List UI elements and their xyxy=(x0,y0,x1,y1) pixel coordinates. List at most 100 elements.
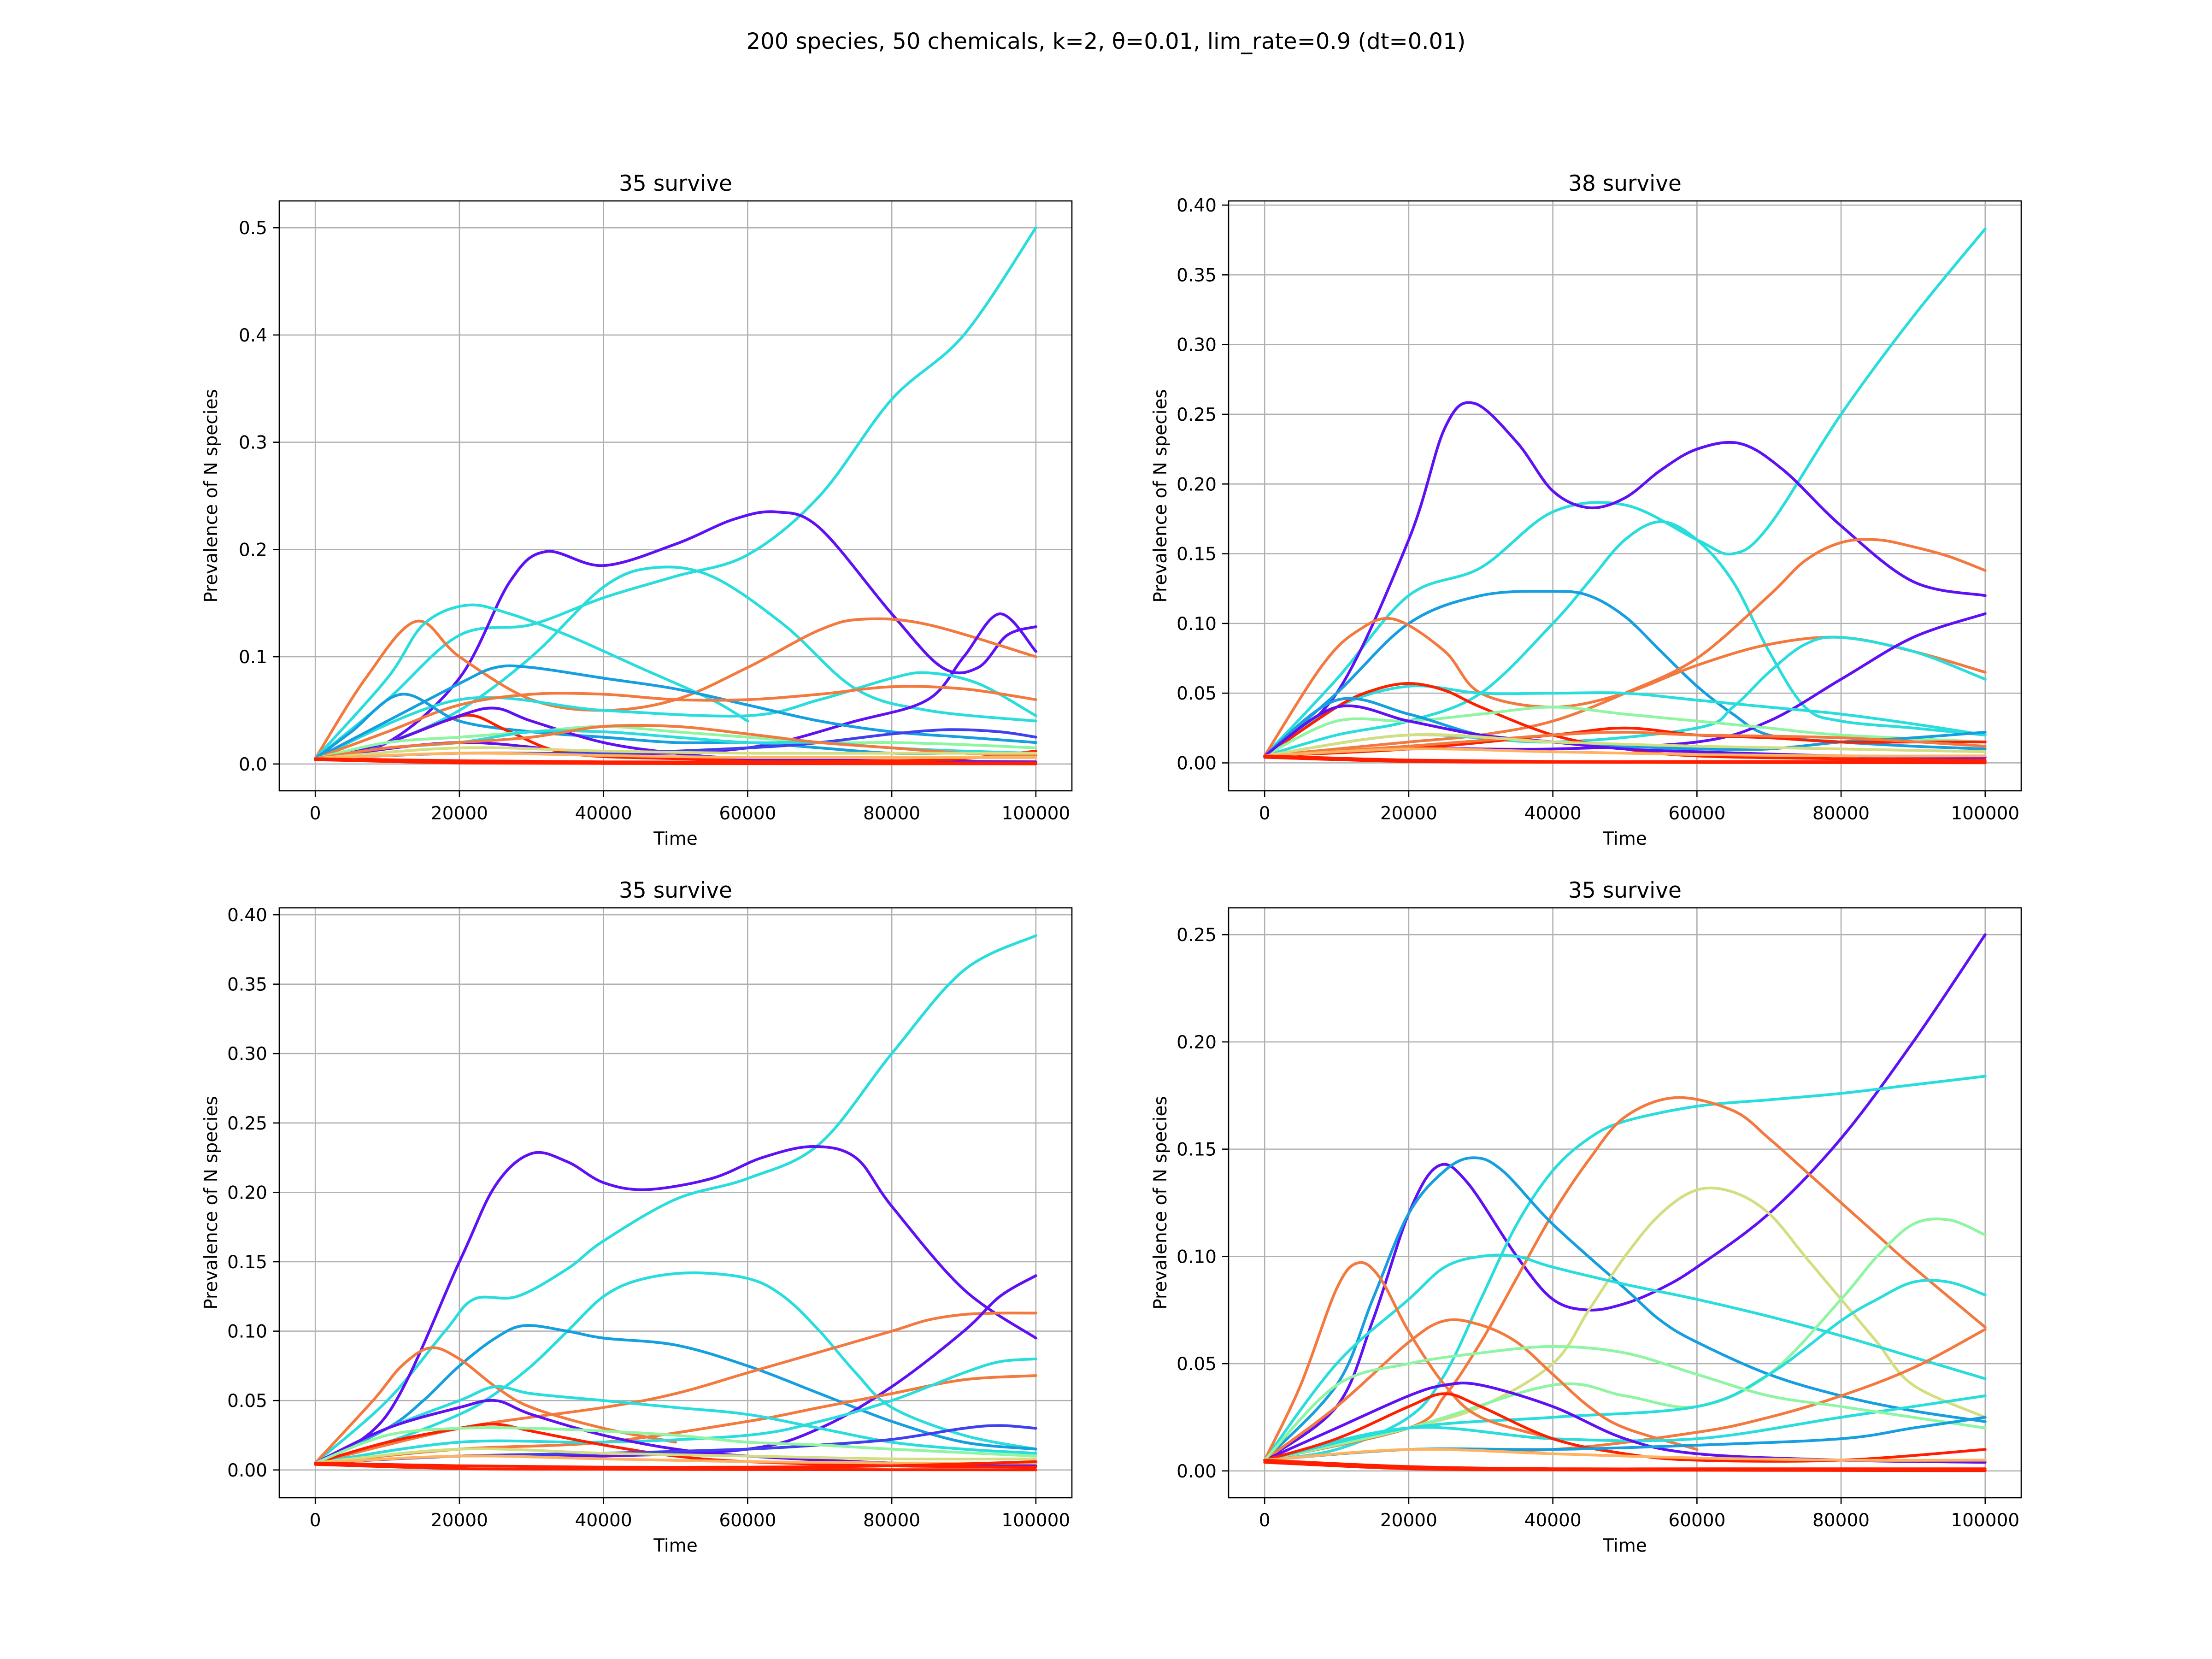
series-line-15 xyxy=(1263,730,1987,758)
series-line-7 xyxy=(314,1346,677,1465)
x-tick-label: 40000 xyxy=(575,803,632,824)
x-tick-label: 20000 xyxy=(431,1510,488,1531)
y-tick-label: 0.25 xyxy=(1177,925,1217,946)
x-tick-label: 0 xyxy=(1259,803,1271,824)
subplot-2: 0 20000 40000 60000 80000 100000 0.00 0.05 0.10 0… xyxy=(1150,171,2022,849)
series-line-9 xyxy=(1263,1261,1554,1462)
series-line-16 xyxy=(314,1454,1037,1465)
y-axis-label: Prevalence of N species xyxy=(1150,1096,1171,1310)
x-tick-label: 60000 xyxy=(1668,1510,1725,1531)
x-axis-label: Time xyxy=(653,829,697,849)
y-tick-label: 0.25 xyxy=(227,1113,267,1134)
series-line-16 xyxy=(1263,733,1987,758)
y-tick-label: 0.10 xyxy=(1177,1247,1217,1267)
series-line-12 xyxy=(1263,697,1987,758)
x-axis-label: Time xyxy=(653,1535,697,1556)
y-tick-label: 0.10 xyxy=(1177,614,1217,635)
y-tick-label: 0.0 xyxy=(239,754,267,775)
axes-frame xyxy=(278,200,1073,792)
y-tick-label: 0.25 xyxy=(1177,405,1217,425)
series-line-17 xyxy=(1263,747,1987,758)
subplot-title: 35 survive xyxy=(1568,878,1682,903)
series-line-2 xyxy=(1263,1075,1987,1462)
subplot-title: 35 survive xyxy=(619,878,732,903)
series-line-10 xyxy=(1263,1318,1699,1462)
series-line-9 xyxy=(1263,684,1987,758)
x-tick-label: 40000 xyxy=(575,1510,632,1531)
y-tick-label: 0.20 xyxy=(1177,1032,1217,1053)
series-line-17 xyxy=(314,1460,1037,1469)
series-line-14 xyxy=(314,1426,1037,1465)
series-line-11 xyxy=(1263,706,1987,758)
series-line-9 xyxy=(314,685,1037,760)
y-tick-label: 0.5 xyxy=(239,218,267,239)
y-tick-label: 0.30 xyxy=(227,1044,267,1065)
x-tick-label: 40000 xyxy=(1524,1510,1582,1531)
axes-frame xyxy=(1228,907,2022,1499)
series-line-4 xyxy=(1263,1156,1987,1462)
series-group xyxy=(1263,933,1987,1472)
y-tick-label: 0.15 xyxy=(227,1252,267,1273)
figure-suptitle: 200 species, 50 chemicals, k=2, θ=0.01, … xyxy=(747,29,1466,54)
series-line-9 xyxy=(314,1357,1037,1465)
series-line-1 xyxy=(1263,227,1987,758)
subplot-1: 0 20000 40000 60000 80000 100000 0.0 0.1 0.2 0.3 0… xyxy=(201,171,1073,849)
series-line-5 xyxy=(1263,1186,1987,1462)
series-line-19 xyxy=(314,752,1037,760)
y-tick-label: 0.20 xyxy=(227,1182,267,1203)
y-tick-label: 0.00 xyxy=(1177,753,1217,774)
x-tick-label: 0 xyxy=(310,803,321,824)
series-line-6 xyxy=(1263,1253,1987,1462)
series-line-4 xyxy=(314,1324,1037,1465)
subplot-grid: 0 20000 40000 60000 80000 1000000.00.10.20.30… xyxy=(201,171,2022,1556)
x-tick-label: 0 xyxy=(1259,1510,1271,1531)
x-tick-label: 60000 xyxy=(719,803,776,824)
y-tick-label: 0.15 xyxy=(1177,544,1217,565)
x-tick-label: 80000 xyxy=(863,1510,920,1531)
y-tick-label: 0.20 xyxy=(1177,474,1217,495)
x-tick-label: 0 xyxy=(310,1510,321,1531)
x-tick-label: 20000 xyxy=(1380,803,1437,824)
subplot-title: 38 survive xyxy=(1568,171,1682,196)
series-line-17 xyxy=(314,724,1037,760)
x-tick-label: 100000 xyxy=(1951,803,2019,824)
x-tick-label: 100000 xyxy=(1951,1510,2019,1531)
y-axis-label: Prevalence of N species xyxy=(1150,389,1171,603)
series-group xyxy=(314,226,1037,765)
y-tick-label: 0.30 xyxy=(1177,335,1217,356)
series-line-2 xyxy=(314,1145,1037,1465)
plot-area xyxy=(279,908,1072,1498)
series-line-19 xyxy=(1263,1461,1987,1472)
y-axis-label: Prevalence of N species xyxy=(201,389,222,603)
x-axis-label: Time xyxy=(1602,1535,1647,1556)
series-line-18 xyxy=(314,1463,1037,1471)
series-line-2 xyxy=(314,510,1037,760)
series-line-21 xyxy=(314,758,1037,765)
subplot-title: 35 survive xyxy=(619,171,732,196)
x-tick-label: 80000 xyxy=(1812,803,1870,824)
y-tick-label: 0.15 xyxy=(1177,1140,1217,1160)
x-tick-label: 40000 xyxy=(1524,803,1582,824)
x-axis-label: Time xyxy=(1602,829,1647,849)
y-tick-label: 0.35 xyxy=(1177,265,1217,286)
y-tick-label: 0.40 xyxy=(227,905,267,926)
y-tick-label: 0.05 xyxy=(227,1391,267,1412)
axes-frame xyxy=(278,907,1073,1499)
x-tick-label: 80000 xyxy=(863,803,920,824)
series-line-15 xyxy=(1263,1345,1987,1462)
x-tick-label: 20000 xyxy=(1380,1510,1437,1531)
y-tick-label: 0.05 xyxy=(1177,1354,1217,1375)
plot-area xyxy=(1229,908,2021,1498)
y-tick-label: 0.00 xyxy=(227,1460,267,1481)
y-tick-label: 0.40 xyxy=(1177,195,1217,216)
series-line-18 xyxy=(314,746,1037,760)
series-line-3 xyxy=(314,1271,1037,1465)
series-group xyxy=(1263,227,1987,765)
x-tick-label: 100000 xyxy=(1001,803,1070,824)
series-line-7 xyxy=(314,671,1037,760)
series-line-17 xyxy=(1263,1447,1987,1462)
y-tick-label: 0.3 xyxy=(239,433,267,453)
y-tick-label: 0.10 xyxy=(227,1322,267,1342)
series-line-14 xyxy=(314,725,1037,760)
